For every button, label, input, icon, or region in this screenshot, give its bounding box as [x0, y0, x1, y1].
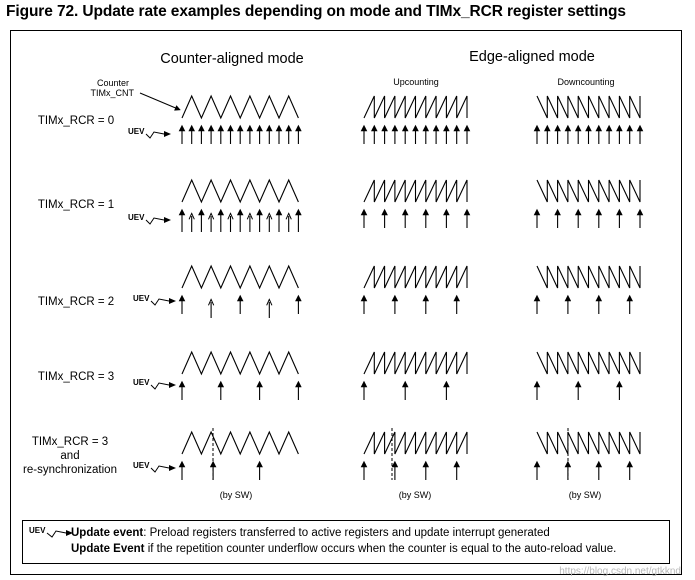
- figure-frame: [10, 30, 682, 575]
- legend-line-2: Update Event if the repetition counter u…: [71, 543, 616, 555]
- figure-title: Figure 72. Update rate examples dependin…: [6, 3, 626, 20]
- uev-arrowhead: [169, 382, 176, 388]
- counter-pointer-arrow: [139, 92, 181, 111]
- downcounting-wave-1: [536, 179, 641, 203]
- uev-squiggle: [150, 382, 170, 390]
- upcounting-wave-1: [363, 179, 468, 203]
- uev-label: UEV: [133, 461, 150, 470]
- downcounting-wave-2: [536, 265, 641, 289]
- counter-label-line2: TIMx_CNT: [91, 88, 135, 98]
- header-downcounting: Downcounting: [557, 77, 614, 87]
- uev-label: UEV: [128, 127, 145, 136]
- uev-squiggle: [150, 465, 170, 473]
- header-upcounting: Upcounting: [393, 77, 439, 87]
- counter-label-line1: Counter: [97, 78, 129, 88]
- upcounting-wave-4: [363, 431, 468, 455]
- upcounting-wave-0: [363, 95, 468, 119]
- watermark: https://blog.csdn.net/gtkknd: [559, 566, 681, 577]
- counter-aligned-wave-1: [181, 178, 299, 204]
- counter-aligned-wave-4: [181, 430, 299, 456]
- row-label-0-0: TIMx_RCR = 0: [38, 115, 114, 127]
- counter-aligned-wave-2: [181, 264, 299, 290]
- row-label-2-0: TIMx_RCR = 2: [38, 296, 114, 308]
- row-uev-4: UEV: [133, 461, 176, 473]
- header-edge-aligned: Edge-aligned mode: [469, 49, 595, 65]
- row-uev-0: UEV: [128, 127, 171, 139]
- uev-label: UEV: [128, 213, 145, 222]
- upcounting-wave-3: [363, 351, 468, 375]
- by-sw-label-0: (by SW): [220, 490, 253, 500]
- downcounting-wave-3: [536, 351, 641, 375]
- row-label-4-2: re-synchronization: [23, 464, 117, 476]
- row-label-4-1: and: [60, 450, 79, 462]
- uev-label: UEV: [133, 294, 150, 303]
- legend-update-event-term: Update event: [71, 527, 144, 539]
- row-label-3-0: TIMx_RCR = 3: [38, 371, 114, 383]
- legend-line-1: Update event: Preload registers transfer…: [71, 527, 550, 539]
- legend-update-event-desc: : Preload registers transferred to activ…: [143, 527, 550, 539]
- uev-squiggle: [145, 131, 165, 139]
- downcounting-wave-0: [536, 95, 641, 119]
- svg-text:UEV: UEV: [29, 526, 46, 535]
- upcounting-wave-2: [363, 265, 468, 289]
- by-sw-label-1: (by SW): [399, 490, 432, 500]
- row-uev-3: UEV: [133, 378, 176, 390]
- legend-box: UEV Update event: Preload registers tran…: [22, 520, 670, 564]
- row-uev-2: UEV: [133, 294, 176, 306]
- legend-update-event-desc-2: if the repetition counter underflow occu…: [144, 543, 617, 555]
- legend-uev-symbol: UEV: [29, 526, 73, 538]
- downcounting-wave-4: [536, 431, 641, 455]
- by-sw-label-2: (by SW): [569, 490, 602, 500]
- header-counter-aligned: Counter-aligned mode: [160, 51, 303, 67]
- uev-arrowhead: [169, 298, 176, 304]
- uev-squiggle: [145, 217, 165, 225]
- uev-arrowhead: [164, 131, 171, 137]
- uev-squiggle: [150, 298, 170, 306]
- counter-aligned-wave-0: [181, 94, 299, 120]
- row-label-1-0: TIMx_RCR = 1: [38, 199, 114, 211]
- counter-aligned-wave-3: [181, 350, 299, 376]
- legend-update-event-term-2: Update Event: [71, 543, 145, 555]
- uev-arrowhead: [164, 217, 171, 223]
- uev-arrowhead: [169, 465, 176, 471]
- row-label-4-0: TIMx_RCR = 3: [32, 436, 108, 448]
- uev-label: UEV: [133, 378, 150, 387]
- rows-layer: TIMx_RCR = 0 UEV TIMx_RCR = 1 UEV TIMx_RCR =…: [23, 94, 644, 500]
- row-uev-1: UEV: [128, 213, 171, 225]
